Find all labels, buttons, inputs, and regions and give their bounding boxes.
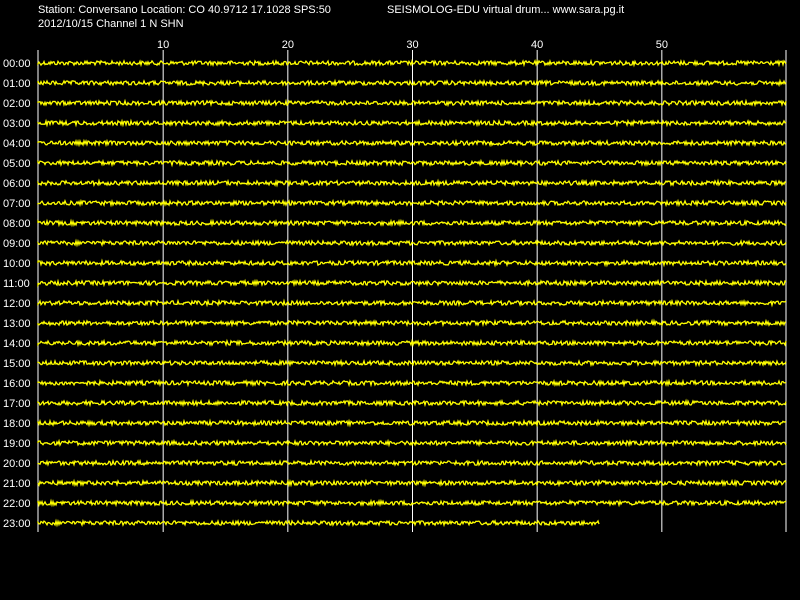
- trace-1900: [37, 438, 787, 448]
- trace-1000: [37, 258, 787, 268]
- trace-1400: [37, 338, 787, 348]
- trace-0200: [37, 98, 787, 108]
- x-tick-label: 50: [656, 39, 668, 51]
- hour-label: 12:00: [3, 298, 31, 310]
- x-tick-label: 10: [157, 39, 169, 51]
- trace-0900: [37, 238, 787, 248]
- trace-0700: [37, 198, 787, 208]
- trace-2100: [37, 478, 787, 488]
- grid: [37, 50, 787, 532]
- trace-2200: [37, 498, 787, 508]
- trace-1700: [37, 398, 787, 408]
- hour-label: 10:00: [3, 258, 31, 270]
- hour-label: 14:00: [3, 338, 31, 350]
- trace-0300: [37, 118, 787, 128]
- trace-1800: [37, 418, 787, 428]
- date-channel-info: 2012/10/15 Channel 1 N SHN: [38, 18, 184, 30]
- hour-label: 01:00: [3, 78, 31, 90]
- trace-1600: [37, 378, 787, 388]
- trace-0000: [37, 58, 787, 68]
- hour-label: 21:00: [3, 478, 31, 490]
- hour-label: 04:00: [3, 138, 31, 150]
- hour-label: 06:00: [3, 178, 31, 190]
- trace-1500: [37, 358, 787, 368]
- hour-label: 09:00: [3, 238, 31, 250]
- trace-0600: [37, 178, 787, 188]
- hour-label: 18:00: [3, 418, 31, 430]
- hour-label: 22:00: [3, 498, 31, 510]
- trace-1100: [37, 278, 787, 288]
- hour-label: 16:00: [3, 378, 31, 390]
- station-info: Station: Conversano Location: CO 40.9712…: [38, 4, 331, 16]
- x-axis-labels: 10 20 30 40 50: [157, 39, 668, 51]
- hour-label: 23:00: [3, 518, 31, 530]
- hour-label: 17:00: [3, 398, 31, 410]
- hour-label: 15:00: [3, 358, 31, 370]
- hour-label: 19:00: [3, 438, 31, 450]
- trace-1200: [37, 298, 787, 308]
- hour-label: 03:00: [3, 118, 31, 130]
- hour-label: 13:00: [3, 318, 31, 330]
- x-tick-label: 30: [406, 39, 418, 51]
- x-tick-label: 40: [531, 39, 543, 51]
- hour-label: 05:00: [3, 158, 31, 170]
- trace-2300: [37, 518, 600, 528]
- drum-title: SEISMOLOG-EDU virtual drum... www.sara.p…: [387, 4, 625, 16]
- trace-1300: [37, 318, 787, 328]
- hour-label: 02:00: [3, 98, 31, 110]
- trace-2000: [37, 458, 787, 468]
- traces: [37, 58, 787, 528]
- trace-0400: [37, 138, 786, 148]
- trace-0500: [37, 158, 787, 168]
- hour-label: 00:00: [3, 58, 31, 70]
- hour-label: 20:00: [3, 458, 31, 470]
- hour-label: 07:00: [3, 198, 31, 210]
- x-tick-label: 20: [282, 39, 294, 51]
- trace-0800: [37, 218, 787, 228]
- hour-label: 11:00: [3, 278, 30, 290]
- hour-labels: 00:00 01:00 02:00 03:00 04:00 05:00 06:00 07:00…: [3, 58, 31, 530]
- trace-0100: [37, 78, 787, 88]
- hour-label: 08:00: [3, 218, 31, 230]
